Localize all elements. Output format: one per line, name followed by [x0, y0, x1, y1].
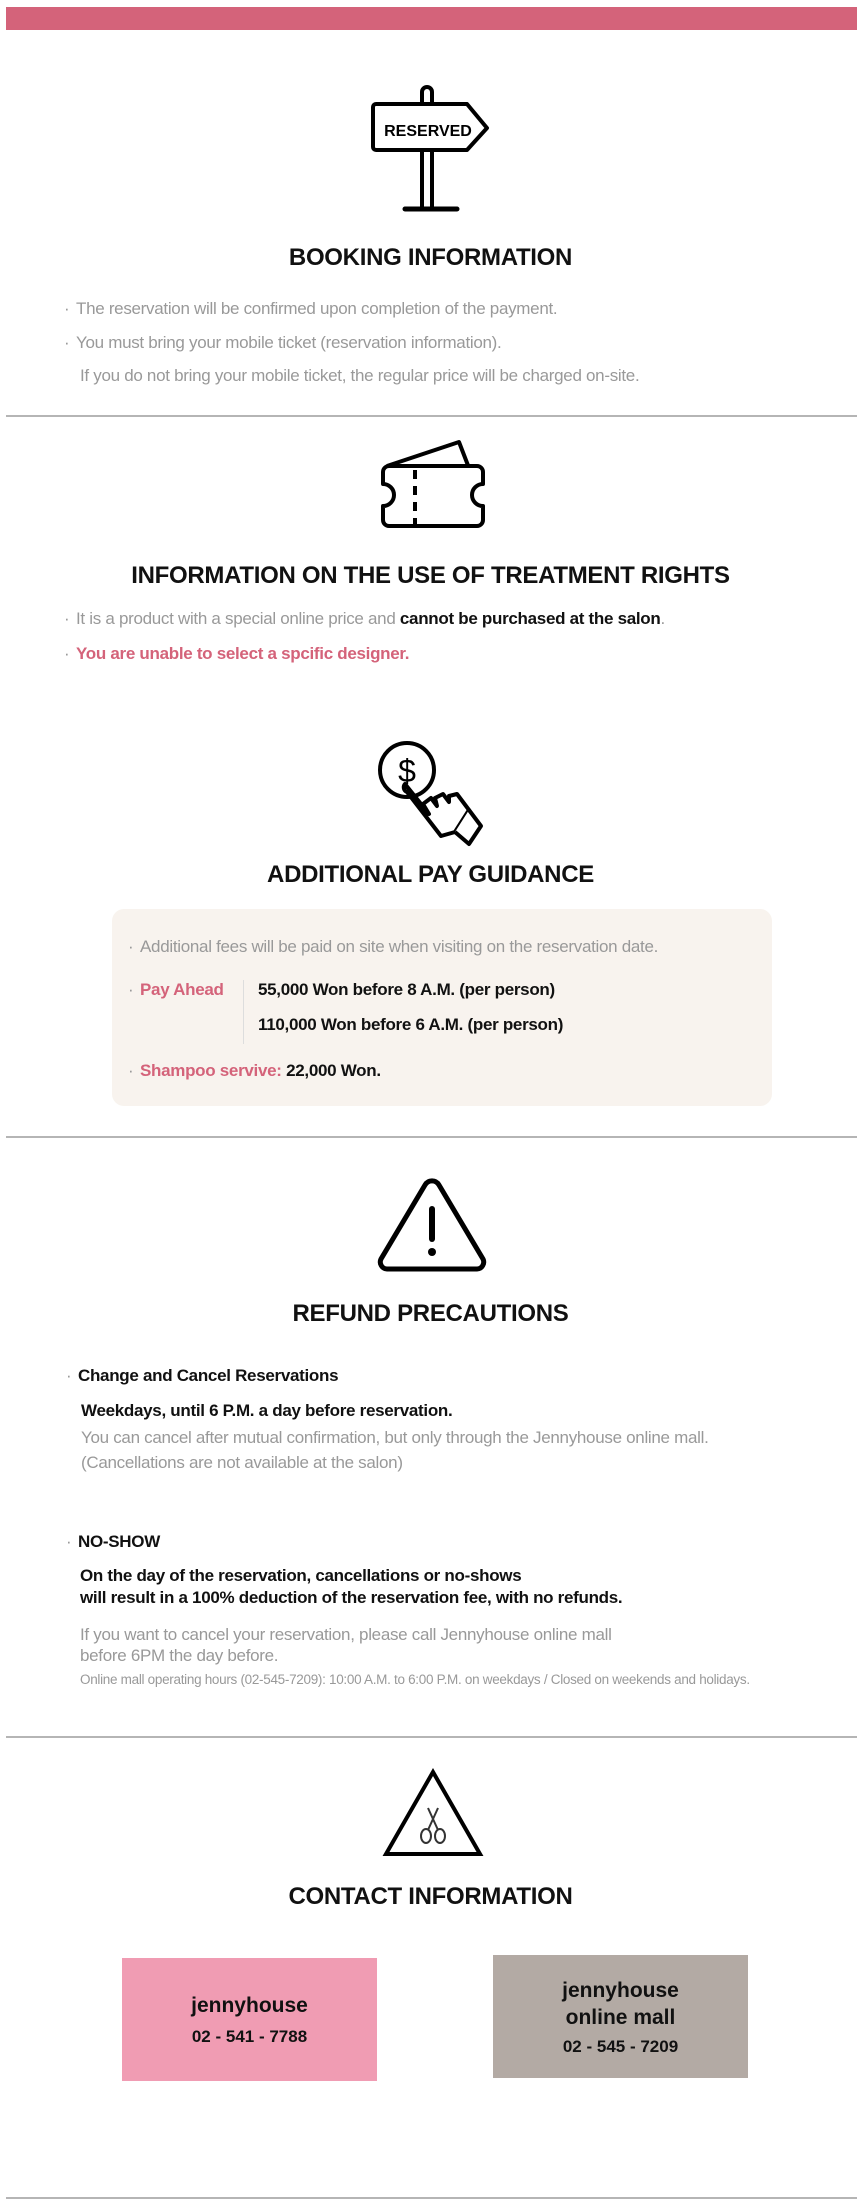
treatment-item-1-text: It is a product with a special online pr… — [76, 609, 400, 628]
pay-ahead-separator — [243, 980, 244, 1044]
treatment-item-1-suffix: . — [660, 609, 665, 628]
treatment-item-2-text: You are unable to select a spcific desig… — [76, 644, 410, 663]
salon-name: jennyhouse — [191, 1994, 308, 2017]
booking-item-1: · The reservation will be confirmed upon … — [64, 299, 558, 318]
pay-ahead-value-1: 55,000 Won before 8 A.M. (per person) — [258, 980, 555, 999]
dollar-hand-icon: $ — [378, 741, 483, 846]
pay-ahead-value-2: 110,000 Won before 6 A.M. (per person) — [258, 1015, 564, 1034]
shampoo-separator: : — [276, 1061, 282, 1080]
refund-title: REFUND PRECAUTIONS — [292, 1300, 569, 1327]
booking-item-2-text: You must bring your mobile ticket (reser… — [76, 333, 502, 352]
pay-guidance-box — [112, 909, 772, 1106]
salon-phone[interactable]: 02 - 541 - 7788 — [191, 2027, 308, 2046]
section-divider — [6, 1736, 857, 1738]
booking-item-2: · You must bring your mobile ticket (rese… — [64, 333, 502, 352]
treatment-item-1-bold: cannot be purchased at the salon — [399, 609, 661, 628]
ticket-icon — [381, 440, 485, 528]
warning-icon — [377, 1178, 487, 1272]
pay-ahead-label: · Pay Ahead — [128, 980, 224, 999]
booking-title: BOOKING INFORMATION — [288, 244, 573, 271]
noshow-heading-text: NO-SHOW — [78, 1532, 160, 1551]
noshow-heading: · NO-SHOW — [66, 1532, 160, 1551]
treatment-item-2: · You are unable to select a spcific desi… — [64, 644, 410, 663]
change-cancel-bold: Weekdays, until 6 P.M. a day before rese… — [81, 1401, 453, 1420]
booking-item-1-text: The reservation will be confirmed upon c… — [76, 299, 558, 318]
section-divider — [6, 415, 857, 417]
shampoo-label: Shampoo servive — [140, 1061, 277, 1080]
change-cancel-heading: · Change and Cancel Reservations — [66, 1366, 339, 1385]
contact-title: CONTACT INFORMATION — [288, 1883, 573, 1910]
top-accent-bar — [6, 7, 857, 30]
mall-name-line-1: jennyhouse — [562, 1978, 679, 2002]
contact-card-salon[interactable]: jennyhouse 02 - 541 - 7788 — [122, 1958, 377, 2081]
scissors-triangle-icon — [382, 1767, 484, 1856]
treatment-item-1: · It is a product with a special online p… — [64, 609, 665, 628]
operating-hours: Online mall operating hours (02-545-7209… — [80, 1672, 750, 1687]
treatment-title: INFORMATION ON THE USE OF TREATMENT RIGH… — [131, 562, 730, 589]
pay-note-text: Additional fees will be paid on site whe… — [140, 937, 659, 956]
contact-card-online-mall[interactable]: jennyhouse online mall 02 - 545 - 7209 — [493, 1955, 748, 2078]
pay-ahead-label-text: Pay Ahead — [140, 980, 224, 999]
change-cancel-heading-text: Change and Cancel Reservations — [78, 1366, 339, 1385]
booking-item-2-continued: If you do not bring your mobile ticket, … — [80, 366, 640, 385]
shampoo-value: 22,000 Won. — [281, 1061, 381, 1080]
reserved-sign-icon: RESERVED — [371, 85, 489, 212]
reserved-sign-text: RESERVED — [384, 123, 472, 140]
section-divider — [6, 2197, 857, 2199]
shampoo-service: · Shampoo servive: 22,000 Won. — [128, 1061, 381, 1080]
change-cancel-line-1: You can cancel after mutual confirmation… — [81, 1428, 709, 1447]
mall-phone[interactable]: 02 - 545 - 7209 — [562, 2036, 679, 2056]
additional-pay-title: ADDITIONAL PAY GUIDANCE — [267, 861, 594, 888]
noshow-line-2: before 6PM the day before. — [80, 1646, 279, 1665]
change-cancel-line-2: (Cancellations are not available at the … — [81, 1453, 403, 1472]
noshow-bold-1: On the day of the reservation, cancellat… — [80, 1566, 522, 1585]
section-divider — [6, 1136, 857, 1138]
noshow-line-1: If you want to cancel your reservation, … — [80, 1625, 612, 1644]
noshow-bold-2: will result in a 100% deduction of the r… — [80, 1588, 623, 1607]
mall-name-line-2: online mall — [565, 2005, 676, 2029]
pay-note: · Additional fees will be paid on site wh… — [128, 937, 659, 956]
svg-text:$: $ — [398, 753, 416, 789]
